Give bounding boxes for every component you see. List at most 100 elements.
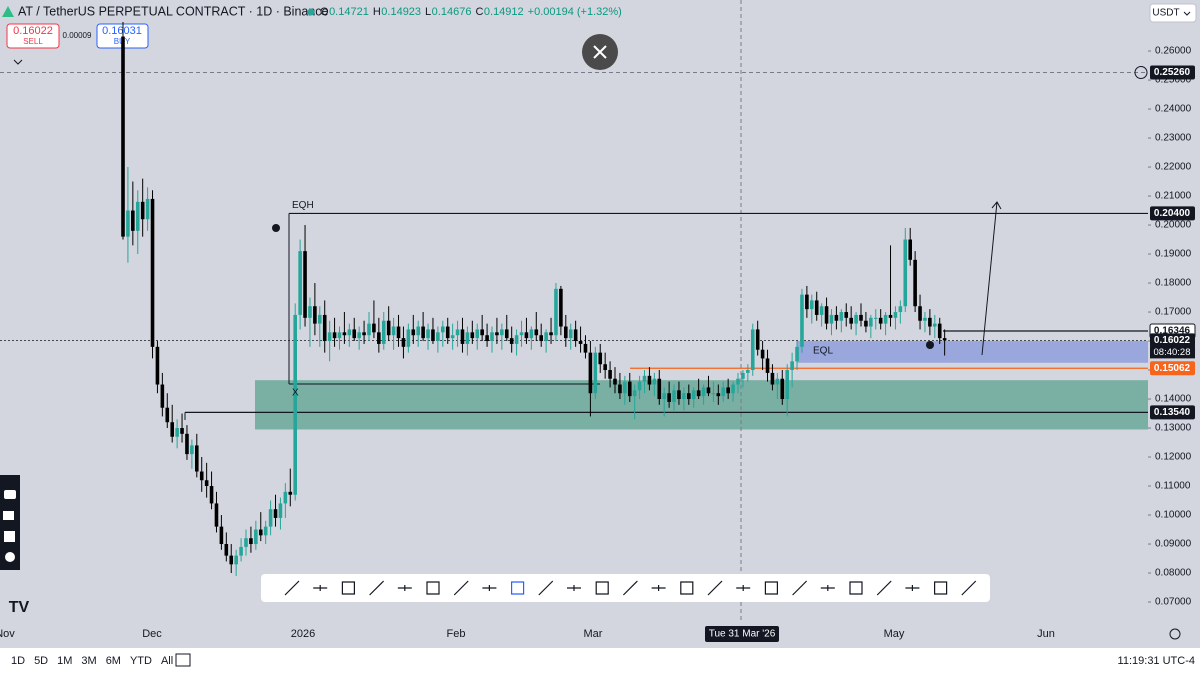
timeframe-button[interactable]: 5D (34, 655, 48, 667)
candle-body (224, 544, 229, 556)
candle-body (401, 338, 406, 347)
drawing-tool[interactable] (284, 580, 300, 596)
collapse-icon[interactable] (13, 59, 23, 65)
candle-body (780, 378, 785, 400)
drawing-tool[interactable] (397, 585, 412, 591)
price-label: 0.13540 (1154, 407, 1191, 418)
candle-body (318, 314, 322, 324)
logo: TV (9, 599, 30, 616)
candle-body (839, 312, 844, 321)
close-button[interactable] (582, 34, 618, 70)
candle-body (175, 428, 179, 437)
drawing-tool[interactable] (680, 581, 694, 595)
crosshair-plus[interactable] (1134, 65, 1148, 79)
candle-body (249, 538, 253, 545)
buy-price: 0.16031 (102, 25, 142, 37)
drawing-tool[interactable] (313, 585, 328, 591)
timeframe-button[interactable]: 1M (57, 655, 72, 667)
candle-body (854, 314, 858, 324)
candle-body (431, 329, 435, 342)
drawing-tool[interactable] (538, 580, 554, 596)
drawing-tool[interactable] (511, 581, 525, 595)
drawing-tool[interactable] (369, 580, 385, 596)
candle-body (613, 378, 617, 385)
symbol-icon (2, 6, 14, 17)
drawing-tool[interactable] (764, 581, 778, 595)
ohlc-value: 0.14923 (381, 6, 421, 18)
candle-body (608, 370, 612, 379)
candle-body (322, 314, 327, 342)
video-icon[interactable] (3, 511, 14, 520)
candle-body (485, 335, 489, 342)
drawing-tool[interactable] (736, 585, 751, 591)
timeframe-button[interactable]: All (161, 655, 173, 667)
price-label-bg (1150, 361, 1195, 376)
candle-body (460, 329, 465, 344)
candle-body (332, 332, 337, 339)
spread: 0.00009 (63, 31, 92, 40)
candle-body (234, 555, 238, 565)
drawing-tool[interactable] (567, 585, 581, 591)
currency-button[interactable] (1149, 3, 1197, 23)
settings-icon[interactable] (1169, 628, 1181, 640)
timeframe-button[interactable]: 3M (81, 655, 96, 667)
candle-body (140, 201, 145, 220)
drawing-tool[interactable] (651, 585, 666, 591)
sell-price: 0.16022 (13, 25, 53, 37)
drawing-tool[interactable] (426, 581, 440, 595)
candle-body (878, 317, 883, 324)
candle-body (750, 329, 755, 371)
drawing-tool[interactable] (595, 581, 609, 595)
drawing-tool[interactable] (792, 580, 808, 596)
y-tick-label: 0.13000 (1155, 423, 1192, 434)
candle-body (573, 329, 578, 342)
ohlc-value: 0.14912 (484, 6, 524, 18)
candle-body (819, 306, 824, 315)
candle-body (204, 480, 209, 487)
candle-body (263, 526, 268, 536)
drawing-tool[interactable] (820, 585, 835, 591)
timeframe-button[interactable]: 6M (106, 655, 121, 667)
candle-body (288, 491, 293, 495)
candle-body (667, 393, 671, 402)
timeframe-button[interactable]: 1D (11, 655, 25, 667)
drawing-tool[interactable] (622, 580, 638, 596)
status-dot (307, 8, 315, 16)
drawing-tool[interactable] (905, 585, 920, 591)
candle-body (913, 259, 917, 307)
y-tick-label: 0.21000 (1155, 191, 1192, 202)
candle-body (190, 445, 194, 455)
drawing-tool[interactable] (961, 580, 977, 596)
candle-body (347, 329, 352, 336)
calendar-icon[interactable] (175, 653, 191, 667)
settings-icon[interactable] (5, 552, 15, 562)
drawing-tool[interactable] (934, 581, 948, 595)
candle-body (770, 372, 775, 385)
timeframe-button[interactable]: YTD (130, 655, 152, 667)
drawing-tool[interactable] (707, 580, 723, 596)
drawing-tool[interactable] (482, 585, 497, 591)
ohlc-value: +0.00194 (+1.32%) (528, 6, 622, 18)
price-label: 0.16022 (1154, 335, 1191, 346)
candle-body (554, 288, 558, 336)
sell-button[interactable] (6, 23, 60, 49)
x-tick-label: Jun (1037, 628, 1055, 640)
candle-body (903, 239, 908, 307)
drawing-tool[interactable] (453, 580, 469, 596)
sell-label: SELL (23, 37, 43, 46)
candle-body (785, 370, 789, 400)
drawing-tool[interactable] (341, 581, 355, 595)
drawing-tool[interactable] (849, 581, 863, 595)
candle-body (529, 329, 534, 339)
layers-icon[interactable] (4, 531, 15, 542)
drawing-tool[interactable] (876, 580, 892, 596)
candle-body (682, 393, 686, 400)
candle-body (298, 251, 302, 315)
camera-icon[interactable] (4, 490, 16, 499)
candle-body (411, 329, 416, 336)
candle-body (327, 332, 332, 342)
candle-body (898, 306, 903, 313)
price-label-bg (1150, 65, 1195, 80)
crosshair-date-bg (705, 626, 779, 642)
candle-body (726, 387, 730, 394)
